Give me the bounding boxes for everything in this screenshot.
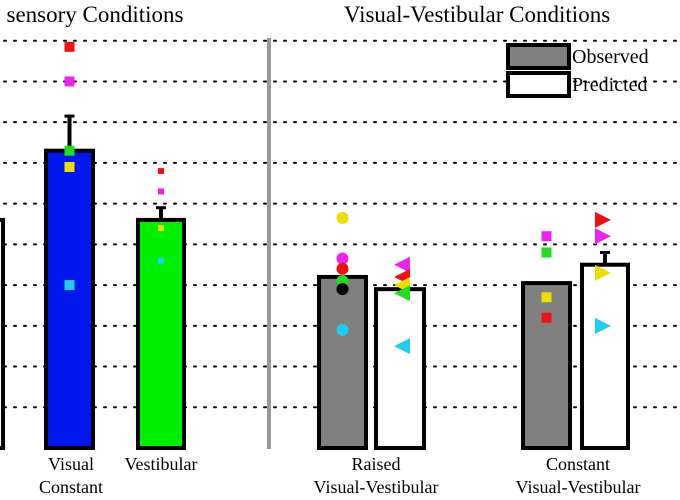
- category-label-line: Constant: [546, 454, 610, 474]
- category-label-line: Visual: [48, 454, 94, 474]
- point-circle: [336, 323, 349, 336]
- point-square: [541, 292, 552, 303]
- category-label-line: Visual-Vestibular: [516, 477, 641, 497]
- gridlines: [3, 39, 680, 409]
- point-triangle-right: [595, 317, 611, 334]
- legend-label: Observed: [572, 46, 649, 68]
- point-triangle-left: [394, 285, 410, 302]
- point-square: [158, 225, 164, 232]
- legend-label: Predicted: [572, 74, 648, 96]
- point-square: [158, 168, 164, 175]
- individual-points: [64, 41, 611, 355]
- bars: [0, 114, 630, 451]
- point-square: [64, 145, 75, 156]
- legend-swatch: [506, 71, 571, 98]
- category-label: Vestibular: [125, 454, 198, 474]
- category-label-line: Raised: [352, 454, 401, 474]
- point-circle: [336, 262, 349, 275]
- bar-observed: [317, 274, 368, 451]
- category-label: Constant Visual-Vestibular: [516, 454, 641, 497]
- panel-title: Visual-Vestibular Conditions: [344, 2, 610, 27]
- bar-observed: [521, 281, 572, 450]
- bar-observed: [44, 148, 95, 450]
- category-label-line: Vestibular: [125, 454, 198, 474]
- category-label-line: Constant: [39, 477, 103, 497]
- point-square: [158, 257, 164, 264]
- point-square: [64, 161, 75, 172]
- category-label: Raised Visual-Vestibular: [314, 454, 439, 497]
- point-square: [541, 231, 552, 242]
- bar-predicted: [580, 262, 630, 450]
- point-triangle-right: [595, 264, 611, 281]
- point-circle: [336, 252, 349, 265]
- point-square: [64, 41, 75, 52]
- category-label-line: Visual-Vestibular: [314, 477, 439, 497]
- point-square: [64, 280, 75, 291]
- panel-titles: sensory Conditions Visual-Vestibular Cond…: [7, 2, 611, 27]
- category-labels: Visual Constant Vestibular Raised Visual-Ves…: [39, 454, 640, 497]
- panel-title: sensory Conditions: [7, 2, 184, 27]
- bar-observed: [136, 217, 186, 450]
- point-triangle-left: [394, 256, 410, 273]
- point-square: [541, 247, 552, 258]
- legend: Observed Predicted: [506, 43, 649, 98]
- legend-swatch: [506, 43, 571, 70]
- point-circle: [336, 283, 349, 296]
- point-triangle-left: [394, 338, 410, 355]
- partial-bar: [0, 217, 5, 450]
- category-label: Visual Constant: [39, 454, 103, 497]
- point-square: [158, 188, 164, 195]
- point-circle: [336, 211, 349, 224]
- point-triangle-right: [595, 211, 611, 228]
- point-square: [541, 312, 552, 323]
- bar-predicted: [374, 287, 426, 450]
- point-triangle-right: [595, 228, 611, 245]
- point-square: [64, 76, 75, 87]
